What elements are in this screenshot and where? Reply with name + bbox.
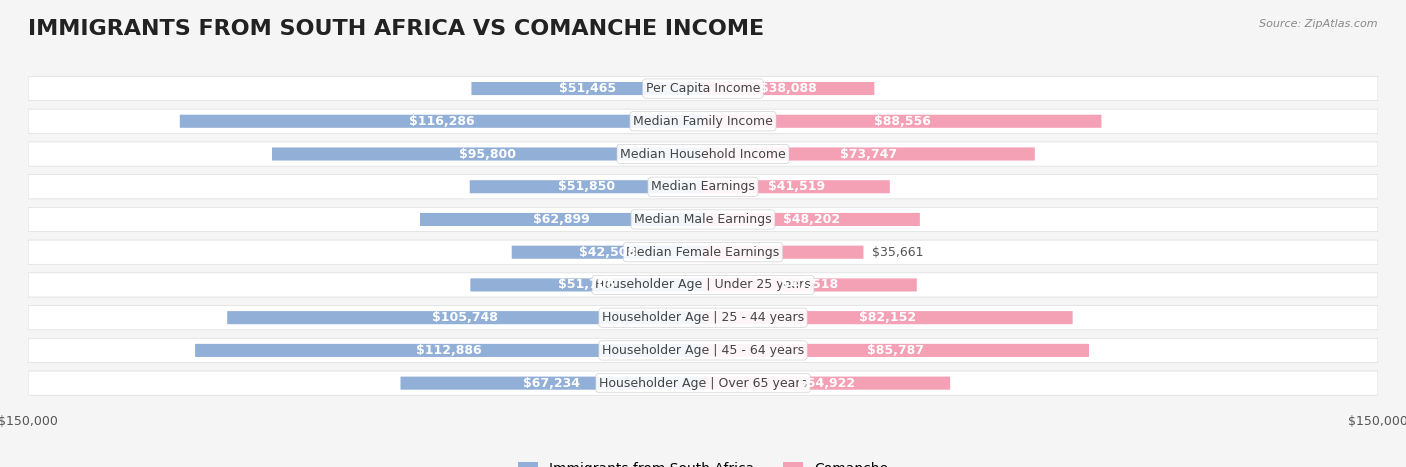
FancyBboxPatch shape xyxy=(703,311,1073,324)
FancyBboxPatch shape xyxy=(28,207,1378,232)
Text: Median Earnings: Median Earnings xyxy=(651,180,755,193)
Text: Householder Age | 45 - 64 years: Householder Age | 45 - 64 years xyxy=(602,344,804,357)
Text: $51,850: $51,850 xyxy=(558,180,614,193)
FancyBboxPatch shape xyxy=(471,278,703,291)
Text: $112,886: $112,886 xyxy=(416,344,482,357)
Text: Householder Age | 25 - 44 years: Householder Age | 25 - 44 years xyxy=(602,311,804,324)
FancyBboxPatch shape xyxy=(703,376,950,389)
FancyBboxPatch shape xyxy=(703,180,890,193)
FancyBboxPatch shape xyxy=(228,311,703,324)
Text: $35,661: $35,661 xyxy=(873,246,924,259)
FancyBboxPatch shape xyxy=(28,371,1378,395)
FancyBboxPatch shape xyxy=(28,338,1378,362)
FancyBboxPatch shape xyxy=(401,376,703,389)
Text: $82,152: $82,152 xyxy=(859,311,917,324)
FancyBboxPatch shape xyxy=(512,246,703,259)
FancyBboxPatch shape xyxy=(703,278,917,291)
Text: $38,088: $38,088 xyxy=(761,82,817,95)
Text: IMMIGRANTS FROM SOUTH AFRICA VS COMANCHE INCOME: IMMIGRANTS FROM SOUTH AFRICA VS COMANCHE… xyxy=(28,19,765,39)
FancyBboxPatch shape xyxy=(703,148,1035,161)
FancyBboxPatch shape xyxy=(703,246,863,259)
FancyBboxPatch shape xyxy=(703,213,920,226)
FancyBboxPatch shape xyxy=(28,109,1378,134)
Text: $48,202: $48,202 xyxy=(783,213,839,226)
FancyBboxPatch shape xyxy=(271,148,703,161)
FancyBboxPatch shape xyxy=(28,240,1378,264)
Text: $95,800: $95,800 xyxy=(458,148,516,161)
FancyBboxPatch shape xyxy=(28,77,1378,101)
FancyBboxPatch shape xyxy=(470,180,703,193)
Text: $105,748: $105,748 xyxy=(432,311,498,324)
Text: $88,556: $88,556 xyxy=(873,115,931,128)
FancyBboxPatch shape xyxy=(703,344,1090,357)
Text: Median Female Earnings: Median Female Earnings xyxy=(627,246,779,259)
Text: $73,747: $73,747 xyxy=(841,148,897,161)
Text: Median Household Income: Median Household Income xyxy=(620,148,786,161)
Text: Householder Age | Over 65 years: Householder Age | Over 65 years xyxy=(599,377,807,389)
Text: Source: ZipAtlas.com: Source: ZipAtlas.com xyxy=(1260,19,1378,28)
Text: Per Capita Income: Per Capita Income xyxy=(645,82,761,95)
Text: $51,705: $51,705 xyxy=(558,278,616,291)
FancyBboxPatch shape xyxy=(420,213,703,226)
Legend: Immigrants from South Africa, Comanche: Immigrants from South Africa, Comanche xyxy=(512,456,894,467)
Text: $62,899: $62,899 xyxy=(533,213,591,226)
Text: $85,787: $85,787 xyxy=(868,344,925,357)
Text: $51,465: $51,465 xyxy=(558,82,616,95)
Text: $116,286: $116,286 xyxy=(409,115,474,128)
FancyBboxPatch shape xyxy=(28,175,1378,199)
FancyBboxPatch shape xyxy=(28,142,1378,166)
Text: $47,518: $47,518 xyxy=(782,278,838,291)
Text: Median Male Earnings: Median Male Earnings xyxy=(634,213,772,226)
Text: $54,922: $54,922 xyxy=(799,377,855,389)
Text: $67,234: $67,234 xyxy=(523,377,581,389)
FancyBboxPatch shape xyxy=(28,305,1378,330)
FancyBboxPatch shape xyxy=(28,273,1378,297)
FancyBboxPatch shape xyxy=(703,82,875,95)
FancyBboxPatch shape xyxy=(180,115,703,128)
FancyBboxPatch shape xyxy=(471,82,703,95)
FancyBboxPatch shape xyxy=(195,344,703,357)
Text: $42,508: $42,508 xyxy=(579,246,636,259)
Text: $41,519: $41,519 xyxy=(768,180,825,193)
Text: Householder Age | Under 25 years: Householder Age | Under 25 years xyxy=(595,278,811,291)
Text: Median Family Income: Median Family Income xyxy=(633,115,773,128)
FancyBboxPatch shape xyxy=(703,115,1101,128)
